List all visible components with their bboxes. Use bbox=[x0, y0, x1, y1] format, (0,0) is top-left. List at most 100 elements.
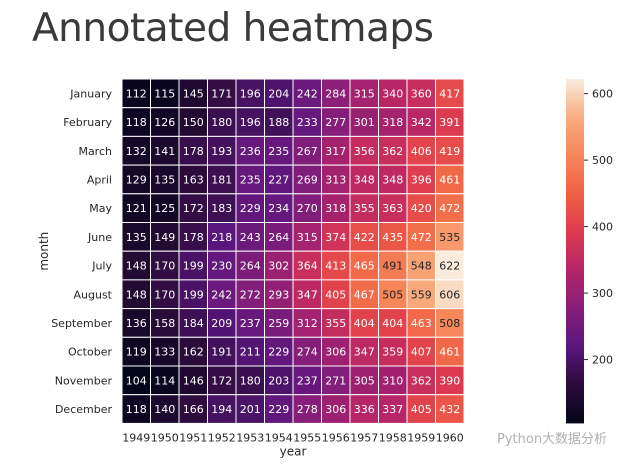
heatmap-cell bbox=[121, 135, 151, 166]
heatmap-cell bbox=[435, 135, 465, 166]
cell-annotation: 405 bbox=[325, 288, 346, 301]
x-axis-label: year bbox=[280, 444, 307, 458]
y-tick-label: October bbox=[68, 346, 112, 359]
cell-annotation: 271 bbox=[325, 374, 346, 387]
cell-annotation: 435 bbox=[382, 231, 403, 244]
heatmap-cell bbox=[264, 336, 294, 367]
cell-annotation: 269 bbox=[297, 173, 318, 186]
cell-annotation: 264 bbox=[240, 260, 261, 273]
cell-annotation: 272 bbox=[240, 288, 261, 301]
heatmap-cell bbox=[292, 250, 322, 281]
heatmap-cell bbox=[150, 308, 180, 338]
heatmap-cell bbox=[178, 308, 208, 338]
heatmap-cell bbox=[264, 394, 294, 424]
heatmap-cell bbox=[150, 135, 180, 166]
heatmap-cell bbox=[435, 394, 465, 424]
heatmap-cell bbox=[321, 279, 351, 310]
cell-annotation: 302 bbox=[268, 260, 289, 273]
cell-annotation: 355 bbox=[325, 317, 346, 330]
cell-annotation: 363 bbox=[382, 202, 403, 215]
colorbar-tick-label: 300 bbox=[592, 287, 613, 300]
heatmap-cell bbox=[207, 222, 237, 252]
cell-annotation: 356 bbox=[354, 145, 375, 158]
cell-annotation: 235 bbox=[268, 145, 289, 158]
heatmap-cell bbox=[178, 164, 208, 195]
cell-annotation: 230 bbox=[211, 260, 232, 273]
heatmap-cell bbox=[178, 222, 208, 252]
cell-annotation: 125 bbox=[154, 202, 175, 215]
cell-annotation: 360 bbox=[411, 87, 432, 100]
heatmap-cell bbox=[150, 394, 180, 424]
cell-annotation: 420 bbox=[411, 202, 432, 215]
cell-annotation: 196 bbox=[240, 116, 261, 129]
cell-annotation: 301 bbox=[354, 116, 375, 129]
heatmap-cell bbox=[264, 135, 294, 166]
cell-annotation: 419 bbox=[439, 145, 460, 158]
heatmap-cell bbox=[264, 365, 294, 396]
heatmap-cell bbox=[321, 164, 351, 195]
heatmap-cell bbox=[435, 78, 465, 109]
cell-annotation: 112 bbox=[126, 87, 147, 100]
heatmap-cell bbox=[378, 394, 408, 424]
heatmap-cell bbox=[178, 193, 208, 224]
cell-annotation: 463 bbox=[411, 317, 432, 330]
cell-annotation: 178 bbox=[183, 231, 204, 244]
heatmap-cell bbox=[321, 222, 351, 252]
cell-annotation: 150 bbox=[183, 116, 204, 129]
heatmap-cell bbox=[121, 279, 151, 310]
cell-annotation: 149 bbox=[154, 231, 175, 244]
y-tick-label: November bbox=[55, 374, 113, 387]
cell-annotation: 211 bbox=[240, 346, 261, 359]
heatmap-cell bbox=[292, 107, 322, 137]
heatmap-cell bbox=[435, 107, 465, 137]
cell-annotation: 237 bbox=[297, 374, 318, 387]
cell-annotation: 118 bbox=[126, 403, 147, 416]
cell-annotation: 432 bbox=[439, 403, 460, 416]
cell-annotation: 305 bbox=[354, 374, 375, 387]
cell-annotation: 472 bbox=[411, 231, 432, 244]
colorbar-tick-label: 400 bbox=[592, 221, 613, 234]
cell-annotation: 115 bbox=[154, 87, 175, 100]
cell-annotation: 170 bbox=[154, 288, 175, 301]
cell-annotation: 406 bbox=[411, 145, 432, 158]
cell-annotation: 194 bbox=[211, 403, 232, 416]
heatmap-cell bbox=[378, 193, 408, 224]
cell-annotation: 264 bbox=[268, 231, 289, 244]
y-tick-label: April bbox=[87, 173, 112, 186]
cell-annotation: 233 bbox=[297, 116, 318, 129]
cell-annotation: 259 bbox=[268, 317, 289, 330]
cell-annotation: 171 bbox=[211, 87, 232, 100]
cell-annotation: 148 bbox=[126, 260, 147, 273]
heatmap-cell bbox=[264, 107, 294, 137]
cell-annotation: 267 bbox=[297, 145, 318, 158]
heatmap-cell bbox=[150, 107, 180, 137]
cell-annotation: 312 bbox=[297, 317, 318, 330]
cell-annotation: 413 bbox=[325, 260, 346, 273]
cell-annotation: 178 bbox=[183, 145, 204, 158]
cell-annotation: 180 bbox=[211, 116, 232, 129]
heatmap-cell bbox=[150, 193, 180, 224]
cell-annotation: 390 bbox=[439, 374, 460, 387]
heatmap-cell bbox=[235, 365, 265, 396]
x-tick-label: 1953 bbox=[236, 431, 264, 444]
cell-annotation: 243 bbox=[240, 231, 261, 244]
cell-annotation: 284 bbox=[325, 87, 346, 100]
heatmap-cell bbox=[235, 336, 265, 367]
cell-annotation: 201 bbox=[240, 403, 261, 416]
y-tick-label: July bbox=[91, 260, 112, 273]
y-axis-label: month bbox=[37, 232, 51, 271]
cell-annotation: 277 bbox=[325, 116, 346, 129]
heatmap-cell bbox=[435, 222, 465, 252]
heatmap-cell bbox=[292, 308, 322, 338]
cell-annotation: 140 bbox=[154, 403, 175, 416]
cell-annotation: 347 bbox=[354, 346, 375, 359]
cell-annotation: 141 bbox=[154, 145, 175, 158]
heatmap-cell bbox=[235, 222, 265, 252]
cell-annotation: 180 bbox=[240, 374, 261, 387]
cell-annotation: 355 bbox=[354, 202, 375, 215]
heatmap-cell bbox=[235, 164, 265, 195]
cell-annotation: 218 bbox=[211, 231, 232, 244]
heatmap-cell bbox=[406, 308, 436, 338]
cell-annotation: 315 bbox=[354, 87, 375, 100]
cell-annotation: 274 bbox=[297, 346, 318, 359]
